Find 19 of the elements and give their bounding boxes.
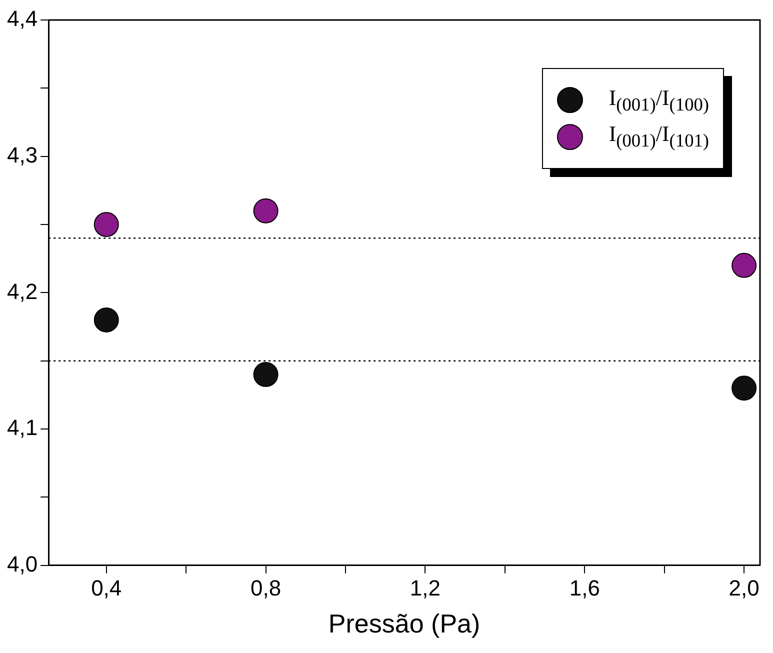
- x-axis-title: Pressão (Pa): [328, 608, 480, 639]
- y-tick-label: 4,0: [6, 551, 38, 576]
- point: [94, 212, 119, 238]
- point: [732, 376, 757, 401]
- y-tick-label: 4,1: [6, 415, 38, 440]
- legend-label: I$_{(001)}$/I$_{(101)}$: [608, 121, 709, 152]
- x-tick-label: 1,2: [410, 576, 441, 601]
- x-tick-label: 2,0: [728, 576, 760, 601]
- x-tick-label: 1,6: [569, 576, 600, 601]
- x-tick-label: 0,8: [250, 576, 282, 601]
- point: [94, 307, 119, 332]
- y-tick-label: 4,2: [6, 278, 38, 304]
- point: [732, 252, 757, 278]
- y-tick-label: 4,4: [6, 6, 38, 32]
- y-tick-label: 4,3: [6, 142, 38, 168]
- point: [253, 198, 278, 224]
- point: [253, 362, 278, 388]
- legend-label: I$_{(001)}$/I$_{(100)}$: [608, 85, 709, 116]
- x-tick-label: 0,4: [91, 576, 122, 601]
